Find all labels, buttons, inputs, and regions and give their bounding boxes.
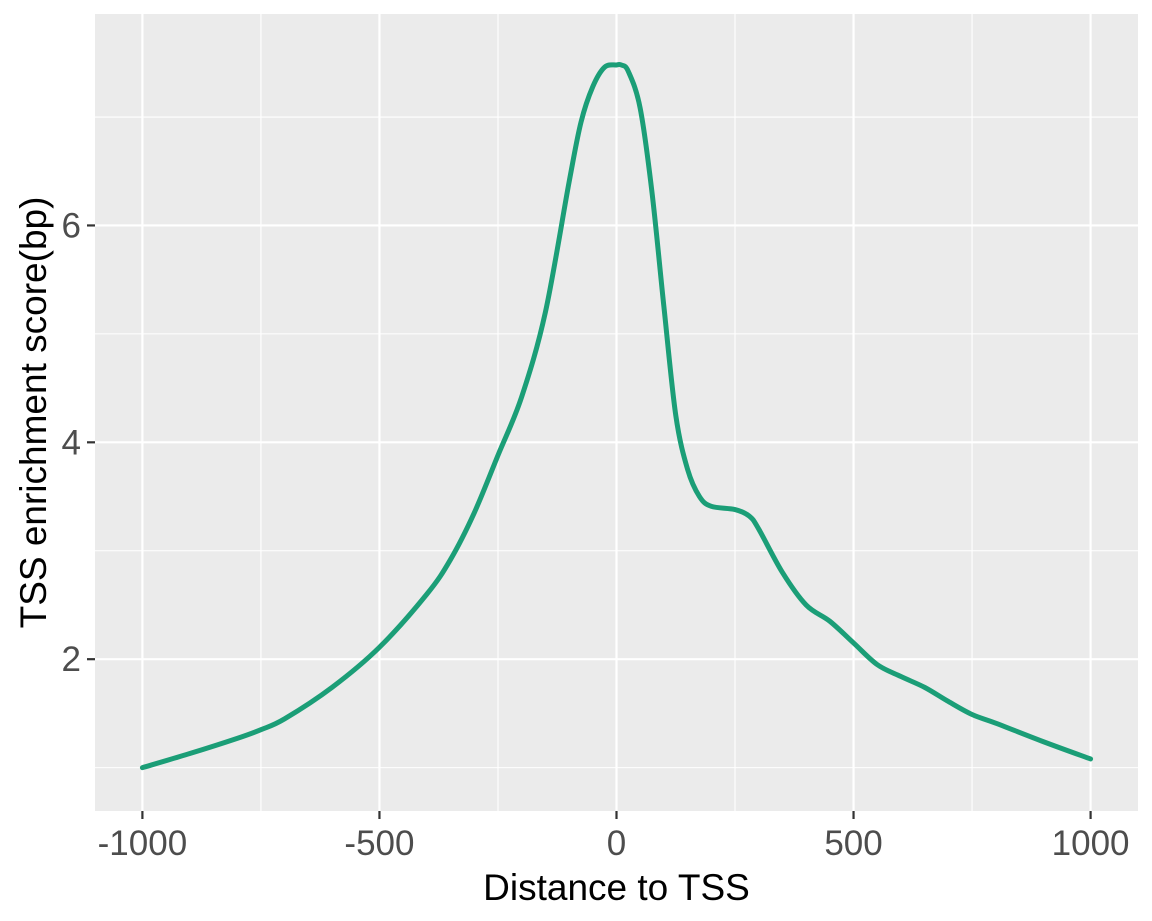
x-axis: -1000 -500 0 500 1000	[98, 811, 1130, 863]
x-tick-label: -1000	[98, 824, 188, 863]
y-tick-label: 4	[62, 423, 81, 462]
y-axis: 2 4 6	[62, 206, 95, 679]
x-axis-title: Distance to TSS	[483, 867, 750, 908]
y-axis-title: TSS enrichment score(bp)	[13, 197, 54, 629]
series-line	[139, 61, 1094, 771]
x-tick-label: -500	[344, 824, 414, 863]
series-layer	[139, 61, 1094, 771]
y-tick-label: 2	[62, 640, 81, 679]
x-tick-label: 0	[607, 824, 626, 863]
major-grid	[95, 14, 1138, 811]
x-tick-label: 500	[824, 824, 882, 863]
x-tick-label: 1000	[1052, 824, 1130, 863]
y-tick-label: 6	[62, 206, 81, 245]
